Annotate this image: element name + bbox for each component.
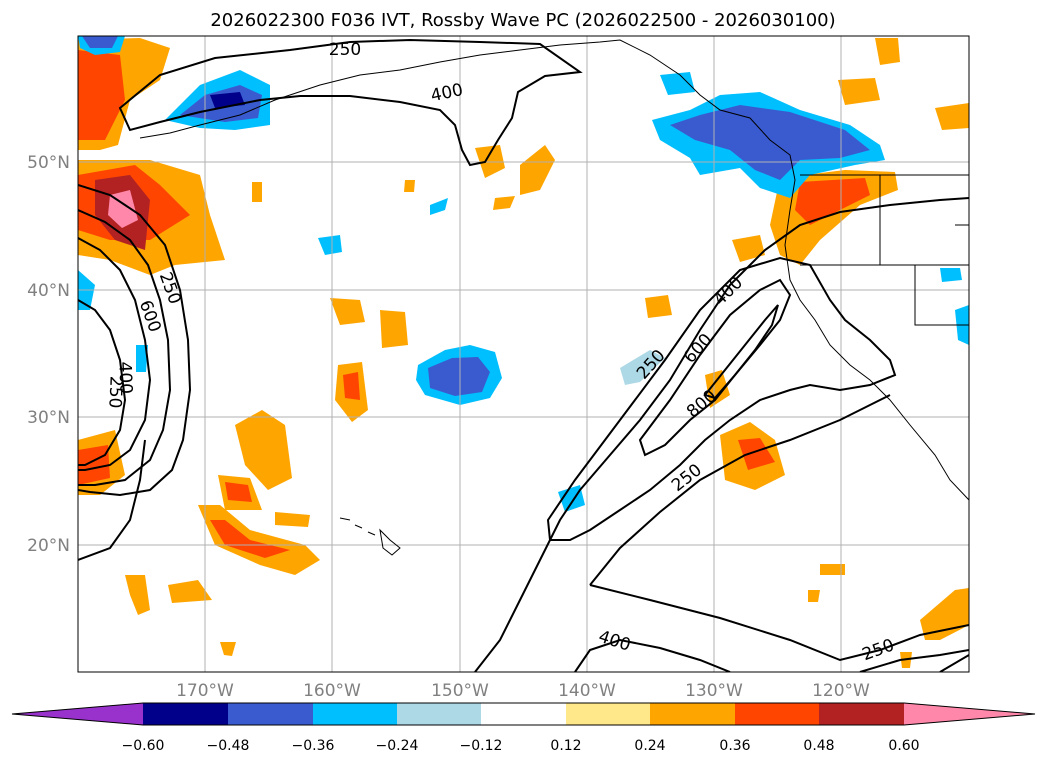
chart-title: 2026022300 F036 IVT, Rossby Wave PC (202… bbox=[210, 10, 835, 31]
colorbar-tick: −0.60 bbox=[122, 738, 165, 754]
colorbar-tick: −0.12 bbox=[460, 738, 503, 754]
colorbar-tick: 0.12 bbox=[550, 738, 581, 754]
lon-label: 130°W bbox=[685, 681, 743, 701]
contour-line bbox=[589, 584, 969, 662]
lon-label: 160°W bbox=[303, 681, 361, 701]
colorbar-segment bbox=[313, 703, 397, 725]
colorbar-tick: −0.36 bbox=[292, 738, 335, 754]
anomaly-area bbox=[493, 196, 515, 210]
anomaly-area bbox=[670, 105, 870, 180]
coastlines bbox=[139, 39, 969, 556]
hawaii-island bbox=[379, 528, 401, 556]
anomaly-area bbox=[820, 564, 845, 575]
contour-line bbox=[859, 649, 969, 672]
anomaly-area bbox=[125, 575, 150, 615]
contour-label: 400 bbox=[114, 361, 135, 394]
contour-line bbox=[118, 38, 583, 167]
anomaly-area bbox=[520, 145, 555, 195]
anomaly-area bbox=[318, 235, 342, 255]
colorbar-tick: 0.36 bbox=[719, 738, 750, 754]
anomaly-area bbox=[875, 38, 900, 65]
state-borders bbox=[800, 174, 969, 326]
anomaly-area bbox=[136, 345, 148, 372]
anomaly-area bbox=[78, 445, 110, 485]
contour-line bbox=[939, 654, 969, 672]
contour-label: 250 bbox=[104, 376, 125, 409]
anomaly-area bbox=[380, 310, 408, 348]
map-frame bbox=[77, 35, 970, 673]
colorbar: −0.60 −0.48 −0.36 −0.24 −0.12 0.12 0.24 … bbox=[11, 702, 1036, 754]
anomaly-area bbox=[225, 482, 252, 502]
colorbar-segment bbox=[228, 703, 313, 725]
lon-label: 120°W bbox=[812, 681, 870, 701]
anomaly-area bbox=[343, 372, 360, 400]
anomaly-area bbox=[428, 357, 490, 396]
anomaly-area bbox=[660, 72, 695, 95]
contour-line bbox=[474, 197, 969, 672]
anomaly-area bbox=[808, 590, 820, 602]
anomaly-area bbox=[732, 235, 765, 262]
lon-label: 150°W bbox=[431, 681, 489, 701]
colorbar-segment bbox=[735, 703, 819, 725]
anomaly-area bbox=[220, 642, 236, 656]
contour-line bbox=[78, 299, 127, 466]
colorbar-segment bbox=[904, 703, 1035, 725]
contours bbox=[78, 38, 969, 672]
colorbar-segment bbox=[143, 703, 228, 725]
anomaly-area bbox=[168, 580, 212, 603]
anomaly-area bbox=[705, 370, 730, 408]
colorbar-tick: 0.60 bbox=[888, 738, 919, 754]
lat-label: 30°N bbox=[27, 408, 70, 428]
colorbar-segment bbox=[650, 703, 735, 725]
colorbar-outline bbox=[11, 702, 1036, 726]
colorbar-segment bbox=[481, 703, 566, 725]
coastline bbox=[139, 39, 969, 501]
anomaly-area bbox=[795, 178, 870, 225]
anomaly-area bbox=[940, 268, 962, 282]
anomaly-area bbox=[235, 410, 292, 490]
colorbar-tick: 0.48 bbox=[803, 738, 834, 754]
colorbar-segment bbox=[819, 703, 904, 725]
anomaly-area bbox=[82, 36, 118, 48]
anomaly-area bbox=[198, 505, 320, 575]
colorbar-tick: −0.24 bbox=[376, 738, 419, 754]
lat-label: 50°N bbox=[27, 153, 70, 173]
lon-label: 170°W bbox=[176, 681, 234, 701]
colorbar-tick: −0.48 bbox=[207, 738, 250, 754]
hawaii-chain bbox=[339, 517, 376, 536]
contour-line bbox=[589, 394, 891, 586]
colorbar-segment bbox=[397, 703, 481, 725]
contour-line bbox=[703, 304, 779, 400]
contour-line bbox=[546, 256, 897, 541]
anomaly-area bbox=[330, 298, 365, 325]
lon-label: 140°W bbox=[558, 681, 616, 701]
colorbar-segment bbox=[566, 703, 650, 725]
contour-line bbox=[78, 237, 152, 471]
contour-line bbox=[638, 278, 792, 457]
anomaly-area bbox=[838, 78, 880, 105]
latitude-labels: 50°N 40°N 30°N 20°N bbox=[27, 153, 70, 556]
lat-label: 20°N bbox=[27, 536, 70, 556]
anomaly-area bbox=[645, 295, 672, 318]
anomaly-area bbox=[78, 50, 125, 140]
contour-line bbox=[78, 184, 192, 497]
anomaly-area bbox=[210, 520, 290, 558]
lat-label: 40°N bbox=[27, 281, 70, 301]
contour-line bbox=[78, 209, 172, 486]
colorbar-segment bbox=[12, 703, 143, 725]
anomaly-area bbox=[430, 198, 448, 215]
anomaly-area bbox=[252, 182, 262, 202]
anomaly-area bbox=[404, 180, 415, 192]
longitude-labels: 170°W 160°W 150°W 140°W 130°W 120°W bbox=[176, 681, 870, 701]
contour-label: 250 bbox=[329, 40, 361, 60]
contour-line bbox=[78, 439, 146, 561]
anomaly-area bbox=[275, 512, 310, 527]
anomaly-area bbox=[935, 103, 969, 130]
anomaly-area bbox=[620, 350, 665, 385]
map-panel: 250 400 250 600 400 250 250 600 400 800 … bbox=[77, 35, 970, 673]
anomaly-area bbox=[738, 438, 775, 470]
colorbar-tick: 0.24 bbox=[634, 738, 665, 754]
contour-line bbox=[574, 638, 731, 672]
